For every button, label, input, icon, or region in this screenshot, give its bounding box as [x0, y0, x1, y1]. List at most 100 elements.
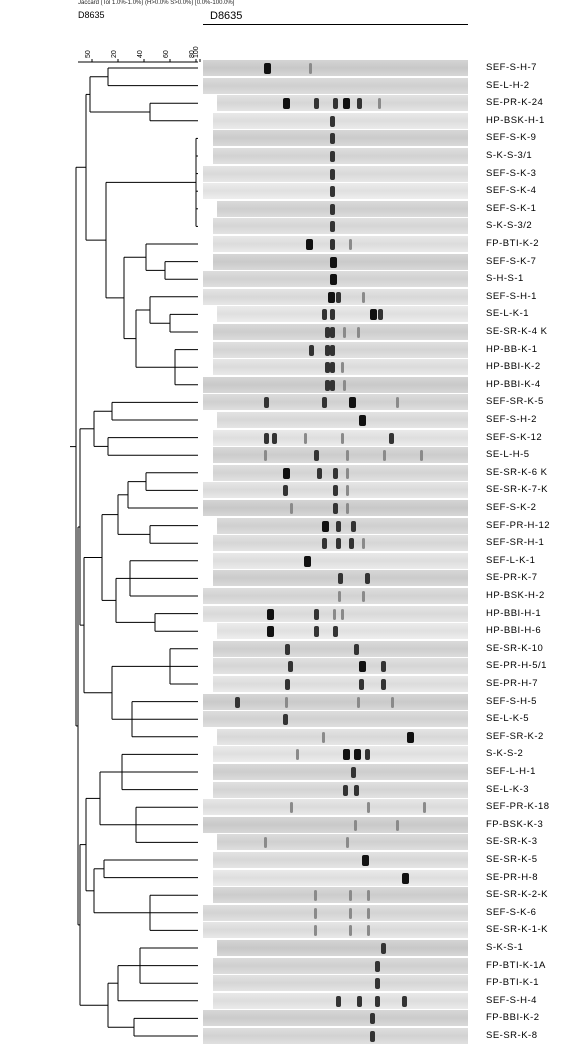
strain-label: SE-SR-K-4 K [486, 326, 548, 337]
gel-band [330, 168, 336, 180]
lane-background [203, 693, 468, 710]
lane-background [213, 869, 468, 886]
gel-band [343, 784, 349, 796]
lane-background [203, 922, 468, 939]
gel-band [303, 432, 307, 444]
lane-background [203, 77, 468, 94]
strain-label: SEF-S-H-2 [486, 414, 537, 425]
gel-band [362, 538, 365, 550]
gel-lane [217, 834, 468, 851]
gel-lane [203, 693, 468, 710]
gel-band [285, 696, 289, 708]
gel-lane [213, 429, 468, 446]
gel-band [367, 907, 371, 919]
strain-label: SE-PR-H-7 [486, 678, 539, 689]
lane-background [203, 394, 468, 411]
gel-band [330, 344, 336, 356]
gel-band [348, 397, 356, 409]
gel-lane [203, 1028, 468, 1044]
gel-band [322, 538, 328, 550]
gel-lane [217, 517, 468, 534]
gel-band [295, 749, 299, 761]
gel-band [356, 995, 362, 1007]
gel-lane [217, 306, 468, 323]
strain-label: SEF-S-H-4 [486, 994, 537, 1006]
gel-lane [213, 746, 468, 763]
gel-band [332, 485, 338, 497]
gel-band [377, 98, 381, 110]
gel-band [340, 432, 344, 444]
lane-background [213, 464, 468, 481]
gel-lane [213, 676, 468, 692]
lane-background [213, 992, 468, 1009]
strain-label: SEF-S-K-1 [486, 202, 537, 214]
strain-label: SEF-S-K-12 [486, 431, 543, 443]
gel-band [324, 362, 330, 374]
lane-background [217, 306, 468, 323]
strain-label: SEF-S-H-1 [486, 290, 537, 302]
gel-band [306, 239, 314, 250]
lane-background [213, 253, 468, 270]
strain-label: S-K-S-3/1 [486, 150, 533, 161]
gel-band [346, 837, 350, 849]
strain-label: SE-SR-K-10 [486, 642, 544, 654]
gel-band [330, 133, 336, 145]
strain-label: FP-BTI-K-2 [486, 238, 540, 249]
gel-band [369, 1031, 375, 1042]
gel-band [314, 608, 320, 620]
gel-band [330, 203, 336, 215]
strain-label: SE-PR-H-8 [486, 871, 539, 883]
lane-background [213, 676, 468, 692]
gel-band [356, 696, 360, 708]
gel-band [388, 432, 394, 444]
gel-band [375, 960, 381, 972]
scale-tick-label: 40 [137, 50, 144, 58]
lane-background [213, 658, 468, 675]
gel-band [380, 679, 386, 690]
gel-band [354, 784, 360, 796]
gel-band [391, 696, 395, 708]
gel-band [263, 432, 269, 444]
lane-background [203, 376, 468, 393]
lane-background [203, 588, 468, 604]
gel-band [369, 309, 377, 321]
scale-tick-label: 80 [189, 50, 196, 58]
gel-band [335, 538, 341, 550]
gel-band [348, 538, 354, 550]
gel-band [303, 555, 311, 567]
gel-band [351, 520, 357, 532]
gel-band [407, 731, 415, 743]
strain-label: FP-BSK-K-3 [486, 818, 544, 830]
lane-background [203, 1010, 468, 1027]
gel-lane [203, 904, 468, 921]
strain-label: SEF-S-K-7 [486, 255, 537, 267]
gel-band [348, 925, 352, 937]
strain-label: SEF-S-K-9 [486, 132, 537, 144]
lane-background [203, 165, 468, 182]
strain-label: SE-SR-K-2-K [486, 889, 548, 901]
gel-band [396, 819, 400, 831]
gel-band [343, 749, 351, 761]
gel-band [380, 943, 386, 954]
lane-background [217, 623, 468, 640]
lane-background [213, 852, 468, 868]
gel-band [266, 608, 274, 620]
gel-band [271, 432, 277, 444]
gel-band [346, 467, 350, 479]
lane-background [203, 816, 468, 833]
lane-background [213, 764, 468, 780]
gel-lane [213, 464, 468, 481]
lane-background [213, 781, 468, 798]
strain-label: SEF-S-H-5 [486, 695, 537, 707]
strain-label: SEF-S-K-2 [486, 502, 537, 513]
gel-band [354, 643, 360, 655]
gel-lane [213, 218, 468, 235]
gel-band [401, 872, 409, 884]
gel-lane [213, 887, 468, 904]
gel-lane [203, 711, 468, 728]
gel-band [324, 379, 330, 391]
gel-band [282, 485, 288, 497]
lane-background [217, 517, 468, 534]
gel-lane [213, 112, 468, 129]
